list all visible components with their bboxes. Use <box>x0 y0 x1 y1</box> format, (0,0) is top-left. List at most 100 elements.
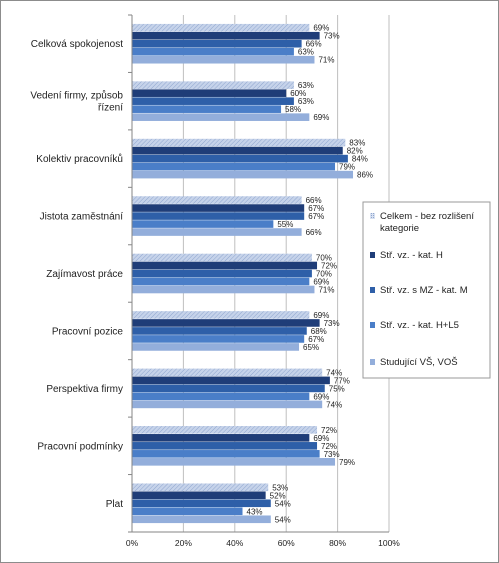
data-label: 67% <box>308 204 324 213</box>
data-label: 63% <box>298 48 314 57</box>
legend-item-label: Stř. vz. - kat. H <box>380 250 443 261</box>
category-label: Celková spokojenost <box>31 39 123 50</box>
data-label: 69% <box>313 278 329 287</box>
data-label: 71% <box>318 56 334 65</box>
data-label: 73% <box>324 450 340 459</box>
legend-item-label: Celkem - bez rozlišení kategorie <box>380 211 474 234</box>
category-label: Jistota zaměstnání <box>40 212 124 223</box>
bar <box>132 277 310 286</box>
bar <box>132 154 348 163</box>
data-label: 72% <box>321 442 337 451</box>
bars <box>132 23 354 524</box>
data-label: 74% <box>326 400 342 409</box>
data-label: 69% <box>313 392 329 401</box>
bar <box>132 491 266 500</box>
legend-box <box>362 201 491 379</box>
data-label: 70% <box>316 270 332 279</box>
bar <box>132 81 294 89</box>
data-label: 65% <box>303 343 319 352</box>
category-label: Plat <box>106 499 123 510</box>
data-label: 67% <box>308 335 324 344</box>
bar <box>132 23 310 32</box>
bar <box>132 426 318 434</box>
x-tick-label: 100% <box>378 538 400 548</box>
x-tick-label: 80% <box>329 538 346 548</box>
legend-swatch <box>370 359 375 365</box>
bar <box>132 400 323 409</box>
bar <box>132 499 271 508</box>
bar <box>132 376 330 385</box>
legend: Celkem - bez rozlišení kategorie Stř. vz. … <box>362 201 491 379</box>
bar <box>132 483 269 492</box>
data-label: 83% <box>349 139 365 148</box>
data-label: 69% <box>313 311 329 320</box>
category-label: Vedení firmy, způsob <box>30 90 123 102</box>
data-label: 52% <box>270 491 286 500</box>
data-label: 74% <box>326 368 342 377</box>
x-tick-label: 0% <box>126 538 139 548</box>
data-label: 73% <box>324 32 340 41</box>
bar <box>132 458 336 466</box>
data-label: 67% <box>308 212 324 221</box>
bar <box>132 507 243 516</box>
bar <box>132 212 305 220</box>
data-label: 66% <box>306 196 322 205</box>
legend-swatch <box>370 252 375 258</box>
bar <box>132 228 302 236</box>
x-tick-label: 20% <box>175 538 192 548</box>
data-label: 69% <box>313 113 329 122</box>
bar <box>132 450 320 458</box>
bar <box>132 196 302 204</box>
data-label: 63% <box>298 81 314 90</box>
data-label: 63% <box>298 97 314 106</box>
bar <box>132 55 315 64</box>
legend-item-label: Stř. vz. - kat. H+L5 <box>380 320 459 331</box>
bar <box>132 31 320 40</box>
data-label: 60% <box>290 89 306 98</box>
bar <box>132 138 346 147</box>
category-label: Perspektiva firmy <box>46 384 123 395</box>
legend-item-label: Stř. vz. s MZ - kat. M <box>380 285 468 296</box>
data-label: 70% <box>316 254 332 263</box>
bar <box>132 146 343 155</box>
bar <box>132 97 294 105</box>
axes: 0% 20% 40% 60% 80% 100% Celková spokojenost Ved… <box>30 14 400 548</box>
bar <box>132 515 271 524</box>
data-label: 66% <box>306 40 322 49</box>
data-label: 72% <box>321 426 337 435</box>
data-label: 54% <box>275 499 291 508</box>
data-label: 79% <box>339 163 355 172</box>
bar <box>132 343 300 351</box>
bar <box>132 89 287 97</box>
category-label: Zajímavost práce <box>46 269 123 280</box>
bar <box>132 285 315 294</box>
bar <box>132 368 323 377</box>
bar <box>132 311 310 319</box>
value-labels: 69%73%66%63%71%63%60%63%58%69%83%82%84%7… <box>247 24 374 525</box>
data-label: 79% <box>339 458 355 467</box>
x-tick-label: 60% <box>278 538 295 548</box>
x-tick-label: 40% <box>226 538 243 548</box>
bar <box>132 319 320 327</box>
bar <box>132 327 307 335</box>
bar <box>132 442 318 450</box>
category-label: řízení <box>98 103 123 114</box>
data-label: 69% <box>313 24 329 33</box>
legend-swatch <box>370 322 375 328</box>
data-label: 82% <box>347 147 363 156</box>
data-label: 55% <box>277 220 293 229</box>
data-label: 68% <box>311 327 327 336</box>
legend-swatch <box>370 287 375 293</box>
bar <box>132 384 325 393</box>
bar <box>132 335 305 343</box>
category-label: Pracovní podmínky <box>37 441 123 452</box>
category-label: Kolektiv pracovníků <box>36 153 123 165</box>
bar <box>132 220 274 228</box>
bar <box>132 39 302 48</box>
data-label: 69% <box>313 434 329 443</box>
data-label: 71% <box>318 286 334 295</box>
bar <box>132 162 336 171</box>
bar <box>132 105 282 113</box>
